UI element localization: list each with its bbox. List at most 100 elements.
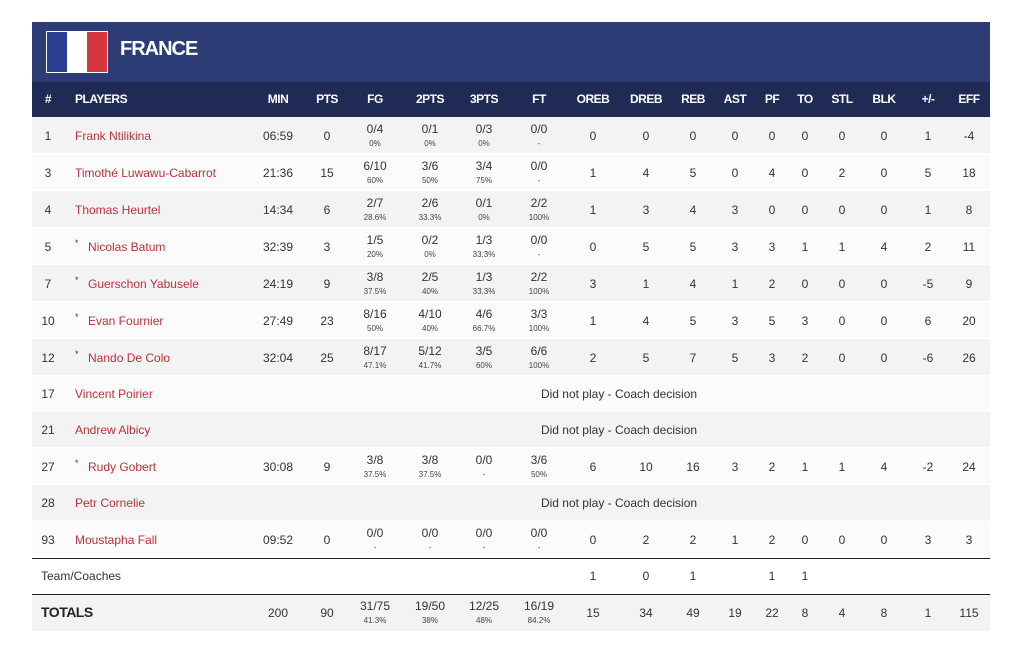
made-attempted: 0/0 [530, 158, 548, 173]
player-name[interactable]: Timothé Luwawu-Cabarrot [75, 165, 216, 180]
player-name[interactable]: Andrew Albicy [75, 423, 151, 437]
column-label: MIN [267, 92, 289, 106]
player-name[interactable]: Guerschon Yabusele [88, 276, 199, 291]
stat-cell: 6 [589, 459, 597, 474]
stat-cell: 1 [838, 239, 846, 254]
stat-cell: 4 [642, 313, 650, 328]
percentage: 37.5% [363, 469, 387, 479]
column-label: STL [831, 92, 853, 106]
made-attempted: 3/8 [366, 452, 384, 467]
column-label: PLAYERS [75, 92, 128, 106]
player-name[interactable]: Nicolas Batum [88, 239, 166, 254]
percentage: 100% [528, 286, 550, 296]
starter-mark: * [75, 311, 79, 322]
stat-cell: -6 [922, 350, 934, 365]
stat-cell: 1 [589, 165, 597, 180]
stat-cell: 0 [731, 128, 739, 143]
column-label: OREB [576, 92, 610, 106]
stat-cell: 15 [320, 165, 334, 180]
column-header [32, 82, 990, 117]
made-attempted: 0/0 [475, 452, 493, 467]
made-attempted: 2/2 [530, 269, 548, 284]
shot-cell: 2/2 100% [528, 195, 550, 224]
made-attempted: 8/17 [363, 343, 387, 358]
shot-cell: 0/0 - [531, 526, 548, 554]
stat-cell: 2 [768, 459, 776, 474]
stat-cell: -2 [922, 459, 934, 474]
stat-cell: 1 [801, 239, 809, 254]
stat-cell: 0 [642, 128, 650, 143]
made-attempted: 0/1 [421, 121, 439, 136]
stat-cell: 0 [880, 313, 888, 328]
stat-cell: 1 [689, 569, 697, 583]
column-label: BLK [872, 92, 896, 106]
percentage: 40% [421, 323, 439, 333]
stat-cell: 2 [768, 532, 776, 547]
stat-cell: 32:39 [262, 239, 294, 254]
totals-label: TOTALS [41, 604, 93, 620]
row-bg [32, 228, 990, 265]
stat-cell: 3 [801, 313, 809, 328]
stat-cell: 34 [639, 605, 653, 620]
stat-cell: 11 [962, 239, 976, 254]
shot-cell: 16/19 84.2% [524, 599, 554, 627]
made-attempted: 2/7 [366, 195, 384, 210]
stat-cell: 0 [801, 202, 809, 217]
shot-cell: 0/3 0% [476, 122, 493, 150]
stat-cell: 14:34 [262, 202, 294, 217]
made-attempted: 5/12 [418, 343, 442, 358]
made-attempted: 3/8 [366, 269, 384, 284]
column-label: FT [532, 92, 546, 106]
player-name[interactable]: Nando De Colo [88, 350, 171, 365]
stat-cell: -5 [922, 276, 934, 291]
percentage: 20% [366, 249, 383, 259]
player-name[interactable]: Rudy Gobert [88, 459, 157, 474]
stat-cell: 2 [589, 350, 597, 365]
percentage: 100% [528, 212, 550, 222]
stat-cell: -4 [963, 128, 975, 143]
stat-cell: 4 [642, 165, 650, 180]
player-number: 7 [44, 276, 52, 291]
row-bg [32, 154, 990, 191]
made-attempted: 0/0 [421, 525, 439, 540]
stat-cell: 2 [924, 239, 932, 254]
made-attempted: 2/2 [530, 195, 548, 210]
row-bg [32, 302, 990, 339]
stat-cell: 49 [686, 605, 700, 620]
row-bg [32, 376, 990, 412]
player-name[interactable]: Moustapha Fall [75, 532, 158, 547]
stat-cell: 22 [765, 605, 779, 620]
stat-cell: 0 [880, 165, 888, 180]
stat-cell: 0 [323, 128, 331, 143]
totals-row-bg [32, 594, 990, 631]
player-name[interactable]: Frank Ntilikina [75, 128, 152, 143]
shot-cell: 12/25 48% [469, 599, 499, 627]
player-name[interactable]: Evan Fournier [88, 313, 164, 328]
percentage: 84.2% [527, 615, 551, 625]
shot-cell: 0/0 - [475, 452, 493, 481]
shot-cell: 2/5 40% [422, 270, 439, 298]
player-number: 28 [41, 496, 55, 510]
stat-cell: 5 [689, 239, 697, 254]
shot-cell: 2/2 100% [528, 269, 550, 298]
stat-cell: 4 [689, 202, 697, 217]
percentage: 33.3% [472, 286, 496, 296]
percentage: - [482, 469, 486, 479]
shot-cell: 3/8 37.5% [364, 269, 387, 298]
stat-cell: 0 [838, 532, 846, 547]
dnp-note: Did not play - Coach decision [540, 387, 698, 401]
column-label: TO [797, 92, 813, 106]
stat-cell: 4 [880, 239, 888, 254]
stat-cell: 21:36 [262, 165, 294, 180]
made-attempted: 19/50 [414, 598, 446, 613]
percentage: 0% [478, 138, 490, 148]
player-number: 10 [41, 313, 55, 328]
player-name[interactable]: Thomas Heurtel [75, 202, 161, 217]
player-name[interactable]: Petr Cornelie [75, 496, 146, 510]
stat-cell: 1 [801, 569, 809, 583]
percentage: - [428, 542, 432, 552]
made-attempted: 0/4 [366, 121, 384, 136]
stat-cell: 2 [689, 532, 697, 547]
starter-mark: * [75, 457, 79, 468]
player-name[interactable]: Vincent Poirier [75, 387, 153, 401]
